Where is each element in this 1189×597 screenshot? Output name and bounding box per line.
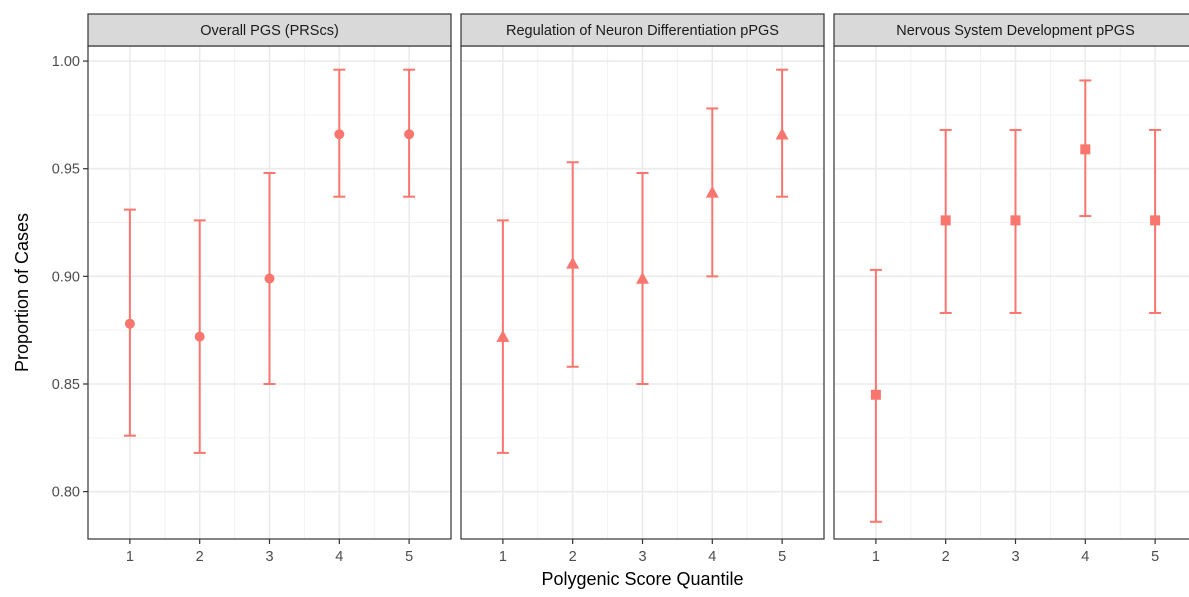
x-tick-label: 3 <box>265 549 273 565</box>
x-tick-label: 3 <box>1011 549 1019 565</box>
panel-background <box>834 46 1189 539</box>
x-tick-label: 5 <box>778 549 786 565</box>
facet-strip <box>460 13 825 47</box>
data-point <box>1150 215 1161 226</box>
y-tick-label: 0.90 <box>52 269 80 285</box>
data-point <box>334 129 345 140</box>
x-tick-label: 5 <box>405 549 413 565</box>
x-tick-label: 2 <box>569 549 577 565</box>
y-tick-label: 0.85 <box>52 377 80 393</box>
facet-title: Regulation of Neuron Differentiation pPG… <box>506 23 779 39</box>
data-point <box>940 215 951 226</box>
data-point <box>705 185 719 198</box>
y-tick-label: 1.00 <box>52 54 80 70</box>
x-tick-label: 2 <box>942 549 950 565</box>
y-tick-label: 0.95 <box>52 162 80 178</box>
facet-strip <box>87 13 452 47</box>
data-point <box>1010 215 1021 226</box>
x-tick-label: 1 <box>872 549 880 565</box>
x-tick-label: 4 <box>335 549 343 565</box>
data-point <box>264 273 275 284</box>
facet-title: Nervous System Development pPGS <box>896 23 1135 39</box>
x-tick-label: 3 <box>638 549 646 565</box>
x-tick-label: 2 <box>196 549 204 565</box>
x-tick-label: 4 <box>708 549 716 565</box>
data-point <box>566 256 580 269</box>
facet-title: Overall PGS (PRScs) <box>200 23 339 39</box>
data-point <box>404 129 415 140</box>
y-axis-title: Proportion of Cases <box>12 213 32 372</box>
facet-strip <box>833 13 1189 47</box>
data-point <box>124 318 135 329</box>
data-point <box>636 272 649 284</box>
x-tick-label: 1 <box>126 549 134 565</box>
data-point <box>870 389 881 400</box>
x-axis-title: Polygenic Score Quantile <box>541 569 743 589</box>
data-point <box>194 331 205 342</box>
data-point <box>775 127 789 140</box>
data-point <box>496 330 510 342</box>
x-tick-label: 5 <box>1151 549 1159 565</box>
data-point <box>1080 144 1091 155</box>
x-tick-label: 1 <box>499 549 507 565</box>
y-tick-label: 0.80 <box>52 485 80 501</box>
x-tick-label: 4 <box>1081 549 1089 565</box>
